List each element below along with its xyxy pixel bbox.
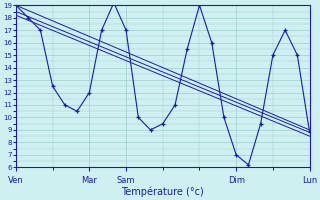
X-axis label: Température (°c): Température (°c) — [121, 187, 204, 197]
